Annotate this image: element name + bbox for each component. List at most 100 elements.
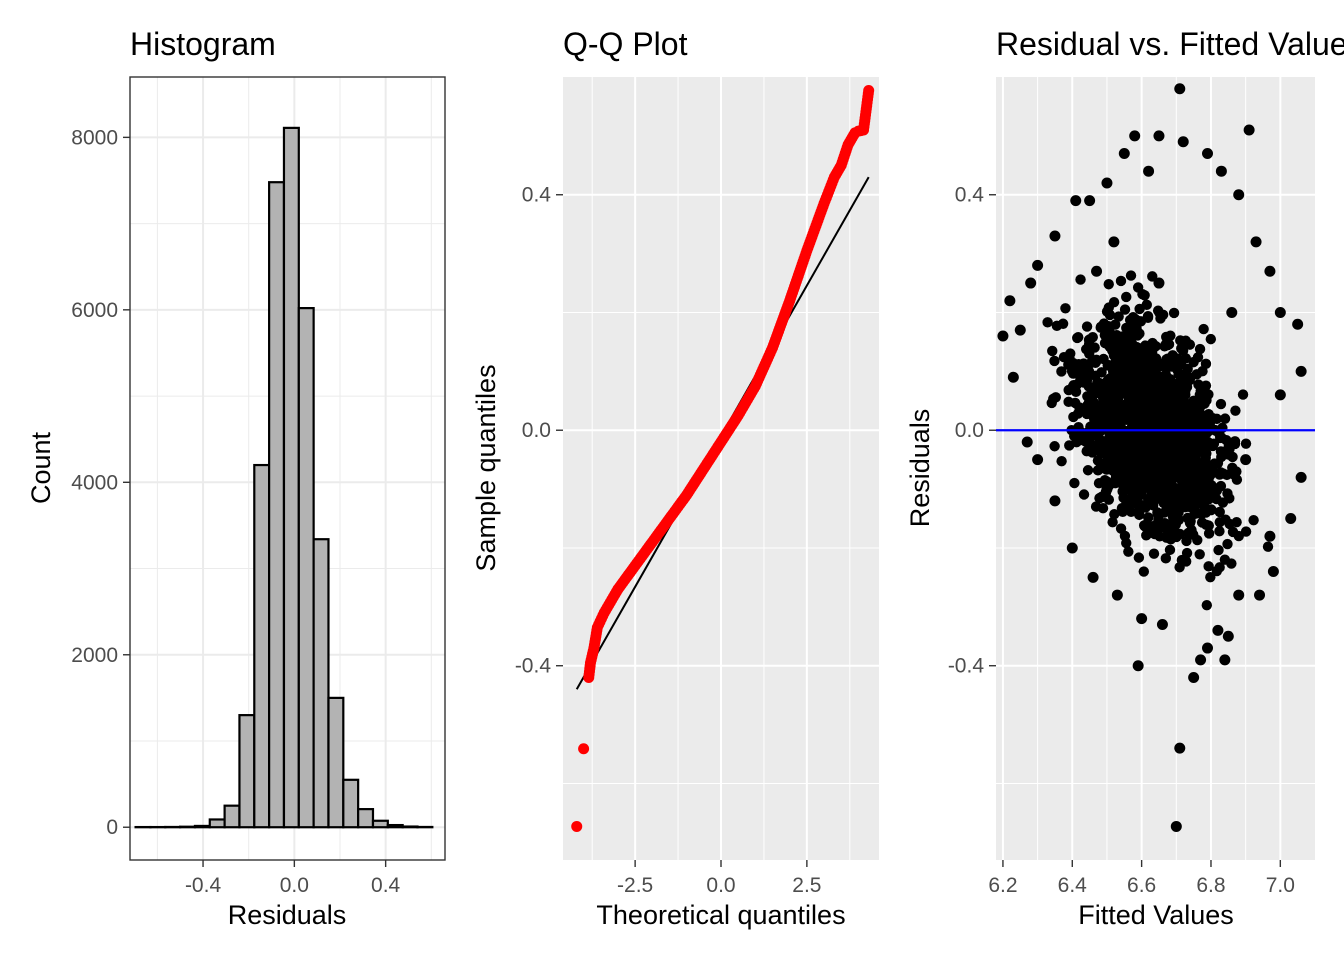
residual-point bbox=[1121, 537, 1132, 549]
qq-point bbox=[571, 820, 583, 832]
residual-point bbox=[1163, 459, 1175, 470]
residual-point bbox=[1103, 279, 1114, 290]
y-tick-label: 0 bbox=[106, 816, 118, 839]
residual-point bbox=[1169, 498, 1181, 509]
residual-y-axis-title: Residuals bbox=[905, 409, 935, 528]
residual-point bbox=[1049, 230, 1061, 242]
residual-point bbox=[1147, 271, 1158, 282]
residual-point bbox=[1188, 441, 1199, 453]
residual-point bbox=[1096, 367, 1107, 378]
residual-point bbox=[1171, 364, 1183, 375]
x-tick-label: -0.4 bbox=[185, 874, 222, 897]
histogram-bar bbox=[223, 804, 241, 829]
histogram-bar bbox=[401, 825, 419, 829]
residual-point bbox=[1160, 369, 1172, 380]
y-tick-label: 6000 bbox=[71, 299, 118, 322]
y-tick-label: 4000 bbox=[71, 471, 118, 494]
residual-point bbox=[1104, 449, 1115, 461]
residual-point bbox=[1243, 124, 1255, 136]
histogram-bar bbox=[179, 825, 197, 829]
residual-point bbox=[1021, 436, 1033, 448]
residual-point bbox=[1214, 562, 1225, 573]
x-tick-label: 2.5 bbox=[792, 874, 821, 897]
residual-point bbox=[1118, 480, 1129, 492]
residual-point bbox=[1069, 477, 1080, 489]
residual-point bbox=[1084, 334, 1096, 345]
residual-point bbox=[1177, 345, 1189, 356]
x-tick-label: 7.0 bbox=[1266, 874, 1295, 897]
histogram-bar bbox=[371, 819, 389, 829]
residual-point bbox=[1073, 331, 1084, 343]
residual-point bbox=[1133, 342, 1144, 354]
qq-panel: -2.5 0.0 2.5 -0.4 0.0 0.4 Q-Q Plot Theoretica… bbox=[471, 26, 879, 930]
residual-point bbox=[1227, 462, 1238, 473]
qq-x-axis-title: Theoretical quantiles bbox=[596, 900, 845, 930]
residual-point bbox=[1084, 348, 1095, 359]
residual-point bbox=[1133, 552, 1145, 563]
residual-point bbox=[1205, 571, 1216, 583]
x-tick-label: 0.4 bbox=[371, 874, 401, 897]
residual-point bbox=[1230, 405, 1241, 416]
residual-point bbox=[1192, 352, 1204, 363]
residual-point bbox=[1093, 478, 1105, 489]
residual-point bbox=[1131, 431, 1143, 442]
residual-point bbox=[1132, 282, 1144, 293]
residual-point bbox=[1240, 454, 1252, 466]
residual-point bbox=[1168, 307, 1180, 319]
residual-point bbox=[1123, 546, 1134, 557]
histogram-title: Histogram bbox=[130, 26, 276, 62]
residual-point bbox=[1078, 377, 1090, 388]
residual-point bbox=[1222, 630, 1234, 642]
histogram-bar bbox=[253, 463, 271, 829]
residual-point bbox=[1078, 489, 1090, 500]
residual-point bbox=[1160, 423, 1172, 435]
residual-point bbox=[1174, 83, 1186, 95]
residual-point bbox=[1049, 441, 1060, 452]
residual-point bbox=[1200, 484, 1211, 496]
residual-point bbox=[1215, 398, 1227, 410]
residual-point bbox=[1101, 407, 1112, 418]
residual-point bbox=[1209, 458, 1220, 469]
residual-point bbox=[1292, 318, 1304, 330]
residual-point bbox=[1184, 455, 1196, 466]
residual-point bbox=[1132, 660, 1144, 672]
residual-point bbox=[1174, 562, 1185, 573]
residual-point bbox=[1091, 265, 1103, 277]
residual-point bbox=[1198, 323, 1209, 335]
residual-point bbox=[1095, 388, 1106, 400]
residual-point bbox=[1118, 148, 1130, 160]
residual-point bbox=[1063, 396, 1074, 408]
residual-point bbox=[1138, 566, 1150, 577]
residual-point bbox=[1194, 392, 1206, 404]
residual-point bbox=[1141, 373, 1153, 385]
residual-point bbox=[1116, 468, 1127, 480]
residual-point bbox=[1274, 389, 1286, 401]
residual-point bbox=[1091, 354, 1102, 366]
residual-point bbox=[1198, 447, 1209, 459]
residual-point bbox=[1056, 366, 1067, 377]
residual-point bbox=[1148, 548, 1160, 559]
residual-point bbox=[1167, 474, 1178, 485]
residual-point bbox=[1149, 342, 1160, 353]
histogram-bar bbox=[312, 538, 330, 829]
residual-point bbox=[1014, 324, 1026, 336]
residual-point bbox=[1170, 820, 1182, 832]
residual-point bbox=[1115, 275, 1127, 287]
residual-point bbox=[1049, 355, 1060, 367]
residual-title: Residual vs. Fitted Values bbox=[996, 26, 1344, 62]
residual-point bbox=[1095, 322, 1106, 333]
residual-point bbox=[1156, 619, 1168, 631]
residual-point bbox=[1111, 589, 1123, 601]
residual-point bbox=[1233, 589, 1245, 601]
histogram-bar bbox=[297, 307, 315, 829]
residual-point bbox=[1264, 265, 1276, 277]
residual-point bbox=[1155, 485, 1167, 496]
residual-point bbox=[1050, 392, 1061, 403]
residual-point bbox=[1049, 495, 1061, 507]
residual-point bbox=[1165, 534, 1177, 545]
y-tick-label: 0.0 bbox=[955, 419, 984, 442]
residual-point bbox=[1185, 515, 1196, 527]
residual-point bbox=[1081, 321, 1093, 332]
histogram-bar bbox=[193, 824, 211, 829]
residual-point bbox=[1215, 467, 1226, 478]
